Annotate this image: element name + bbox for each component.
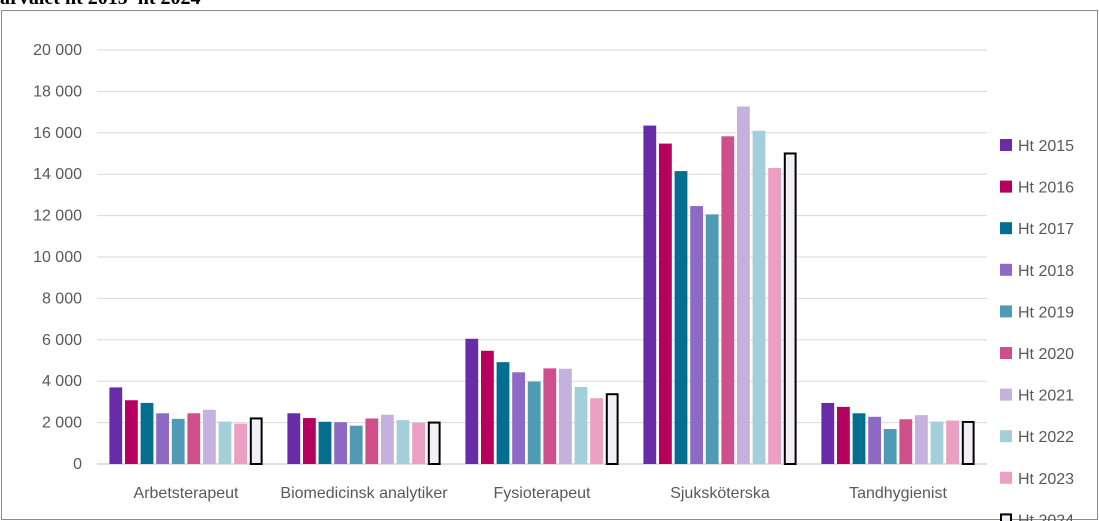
legend-label: Ht 2021 <box>1018 388 1074 405</box>
chart-heading: arvalet ht 2015–ht 2024 <box>0 0 1099 10</box>
grid-layer <box>97 49 987 465</box>
bar <box>590 398 603 464</box>
legend-label: Ht 2019 <box>1018 304 1074 321</box>
y-tick-label: 20 000 <box>33 42 82 59</box>
bar <box>171 418 185 464</box>
bar <box>899 419 913 464</box>
legend-swatch <box>1000 263 1012 276</box>
legend-layer: Ht 2015 Ht 2016 Ht 2017 Ht 2018 Ht 2019 Ht 20… <box>1000 138 1074 521</box>
y-tick-label: 10 000 <box>33 249 82 266</box>
bar <box>125 400 138 464</box>
bar <box>303 418 316 464</box>
bar <box>512 372 525 464</box>
legend-swatch <box>1000 388 1012 401</box>
bar <box>527 381 541 464</box>
bar <box>915 415 928 464</box>
chart-svg: 0 2 000 4 000 6 000 8 000 10 000 12 000 14 000 1… <box>33 42 1074 521</box>
bar <box>674 171 688 464</box>
bar <box>821 402 835 464</box>
y-tick-label: 6 000 <box>42 332 82 349</box>
legend-swatch <box>1000 222 1012 235</box>
bar <box>961 420 975 465</box>
legend-label: Ht 2016 <box>1018 180 1074 197</box>
bar <box>659 143 672 464</box>
chart-frame: 0 2 000 4 000 6 000 8 000 10 000 12 000 14 000 1… <box>1 10 1098 521</box>
bar <box>852 413 866 464</box>
category-label: Biomedicinsk analytiker <box>280 485 448 502</box>
bar <box>574 386 588 464</box>
bar <box>349 425 363 464</box>
bar <box>249 417 263 465</box>
y-tick-label: 16 000 <box>33 125 82 142</box>
bar <box>643 125 657 465</box>
legend-label: Ht 2015 <box>1018 138 1074 155</box>
bar <box>496 362 510 464</box>
y-tick-label: 8 000 <box>42 290 82 307</box>
bar <box>412 422 425 464</box>
y-tick-label: 4 000 <box>42 373 82 390</box>
legend-swatch <box>1000 180 1012 193</box>
bar <box>883 429 897 464</box>
bar <box>203 409 216 464</box>
legend-swatch <box>1000 471 1012 484</box>
legend-swatch <box>1000 430 1012 443</box>
bar <box>465 338 479 464</box>
bar <box>234 423 247 464</box>
bar <box>946 420 959 464</box>
bar <box>605 393 619 465</box>
y-tick-label: 2 000 <box>42 415 82 432</box>
bar <box>365 418 379 464</box>
bar <box>287 413 301 464</box>
legend-swatch <box>1000 347 1012 359</box>
category-label: Tandhygienist <box>849 485 947 502</box>
category-label: Fysioterapeut <box>494 485 591 502</box>
category-label: Arbetsterapeut <box>134 485 240 502</box>
bar <box>737 106 750 465</box>
bar <box>427 421 441 466</box>
legend-swatch <box>1000 305 1012 318</box>
bar <box>768 167 781 465</box>
bar <box>705 214 719 464</box>
legend-label: Ht 2018 <box>1018 263 1074 280</box>
y-tick-label: 12 000 <box>33 208 82 225</box>
legend-label: Ht 2023 <box>1018 471 1074 488</box>
bars-layer <box>109 106 975 466</box>
bar <box>930 421 944 464</box>
bar <box>543 368 557 464</box>
bar <box>721 136 735 464</box>
legend-swatch <box>1000 513 1012 521</box>
y-tick-label: 0 <box>73 456 82 473</box>
bar <box>783 152 797 465</box>
legend-swatch <box>1000 139 1012 151</box>
bar <box>334 422 347 464</box>
bar <box>837 406 850 464</box>
bar <box>481 350 494 464</box>
axis-layer: 0 2 000 4 000 6 000 8 000 10 000 12 000 14 000 1… <box>33 42 947 502</box>
bar <box>868 416 881 464</box>
bar <box>218 421 232 464</box>
bar <box>396 420 410 464</box>
bar <box>752 130 766 464</box>
bar <box>156 413 169 464</box>
bar <box>381 414 394 464</box>
bar <box>559 368 572 464</box>
bar <box>140 402 154 464</box>
y-tick-label: 14 000 <box>33 166 82 183</box>
bar <box>109 387 123 464</box>
bar <box>187 413 201 464</box>
y-tick-label: 18 000 <box>33 83 82 100</box>
bar <box>690 206 703 464</box>
legend-label: Ht 2020 <box>1018 346 1074 363</box>
category-label: Sjuksköterska <box>670 485 770 502</box>
bar <box>318 421 332 464</box>
legend-label: Ht 2022 <box>1018 429 1074 446</box>
legend-label: Ht 2024 <box>1018 512 1074 521</box>
legend-label: Ht 2017 <box>1018 221 1074 238</box>
